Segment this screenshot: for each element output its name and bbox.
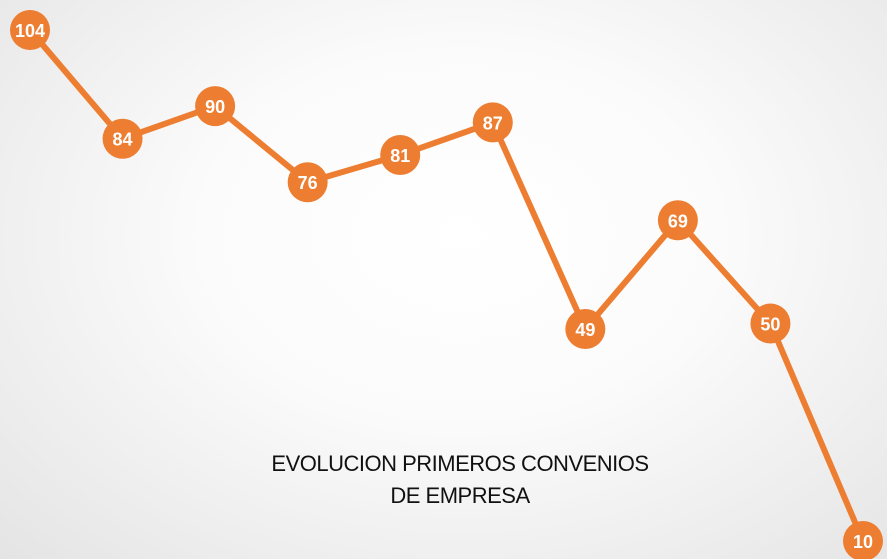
point <box>380 135 421 176</box>
line <box>27 28 866 543</box>
data-label: 49 <box>575 320 595 340</box>
point <box>657 200 698 241</box>
point <box>472 102 513 143</box>
data-label: 81 <box>390 146 410 166</box>
data-label: 50 <box>760 315 780 335</box>
data-label: 84 <box>113 130 133 150</box>
data-label: 90 <box>205 97 225 117</box>
point <box>195 86 236 127</box>
data-label: 69 <box>668 211 688 231</box>
point <box>287 162 328 203</box>
data-label: 76 <box>298 173 318 193</box>
data-label: 87 <box>483 113 503 133</box>
point <box>750 303 791 344</box>
point <box>565 308 606 349</box>
data-label: 10 <box>853 532 873 552</box>
chart-title: EVOLUCION PRIMEROS CONVENIOS DE EMPRESA <box>271 451 649 508</box>
data-label: 104 <box>15 21 45 41</box>
point <box>843 521 883 559</box>
point <box>102 118 143 159</box>
point <box>10 10 50 50</box>
